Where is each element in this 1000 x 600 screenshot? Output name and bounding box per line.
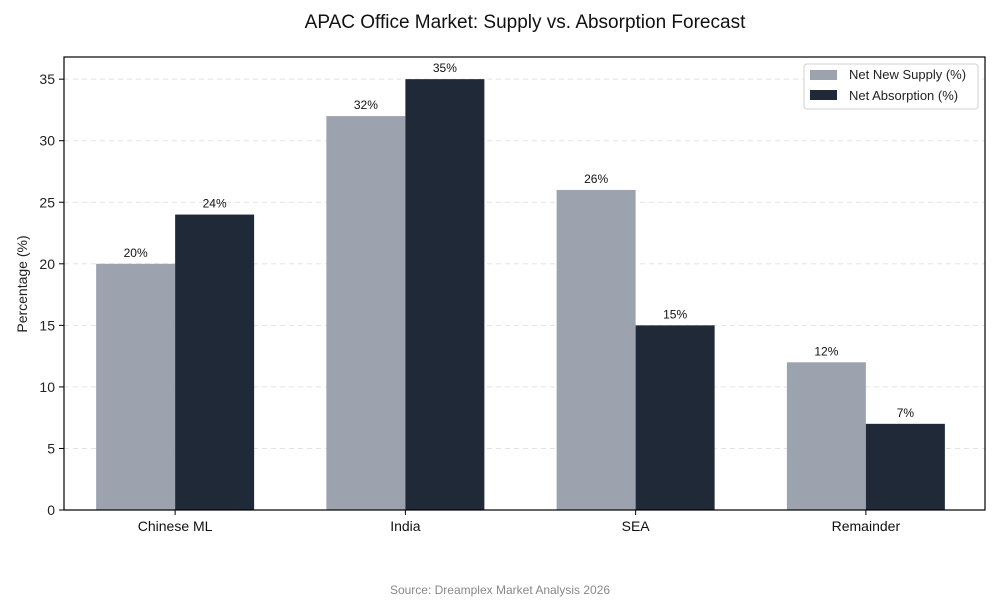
legend-swatch-supply <box>810 70 837 80</box>
data-label: 15% <box>663 307 687 321</box>
data-label: 26% <box>584 172 608 186</box>
bar-absorption <box>405 79 485 511</box>
legend-swatch-absorption <box>810 90 837 100</box>
source-note: Source: Dreamplex Market Analysis 2026 <box>390 583 610 597</box>
chart-title: APAC Office Market: Supply vs. Absorptio… <box>305 12 746 33</box>
bar-supply <box>786 362 866 510</box>
y-tick-label: 0 <box>47 502 55 518</box>
data-label: 35% <box>433 61 457 75</box>
legend-label-absorption: Net Absorption (%) <box>849 88 958 103</box>
x-axis-ticks: Chinese ML India SEA Remainder <box>138 510 901 534</box>
x-tick-label: SEA <box>622 518 651 534</box>
legend: Net New Supply (%) Net Absorption (%) <box>803 63 979 110</box>
bar-supply <box>96 263 176 510</box>
y-tick-label: 35 <box>39 71 55 87</box>
legend-box <box>803 63 979 110</box>
data-label: 32% <box>354 98 378 112</box>
x-tick-label: Chinese ML <box>138 518 213 534</box>
plot-frame <box>63 56 986 511</box>
y-tick-label: 30 <box>39 133 55 149</box>
x-tick-label: Remainder <box>832 518 901 534</box>
y-tick-label: 15 <box>39 317 55 333</box>
data-label: 12% <box>814 344 838 358</box>
bar-absorption <box>865 423 945 510</box>
bar-absorption <box>175 214 255 510</box>
bars <box>96 79 945 511</box>
x-tick-label: India <box>390 518 421 534</box>
data-label: 24% <box>203 197 227 211</box>
legend-label-supply: Net New Supply (%) <box>849 67 966 82</box>
bar-absorption <box>635 325 715 510</box>
y-tick-label: 20 <box>39 256 55 272</box>
y-axis-title: Percentage (%) <box>14 235 30 332</box>
data-label: 20% <box>124 246 148 260</box>
y-axis-ticks: 0 5 10 15 20 25 30 35 <box>39 71 64 518</box>
y-tick-label: 10 <box>39 379 55 395</box>
y-tick-label: 5 <box>47 440 55 456</box>
bar-supply <box>326 116 406 510</box>
data-labels: 20% 24% 32% 35% 26% 15% 12% 7% <box>124 61 915 420</box>
data-label: 7% <box>897 406 915 420</box>
bar-supply <box>556 189 636 510</box>
y-tick-label: 25 <box>39 194 55 210</box>
